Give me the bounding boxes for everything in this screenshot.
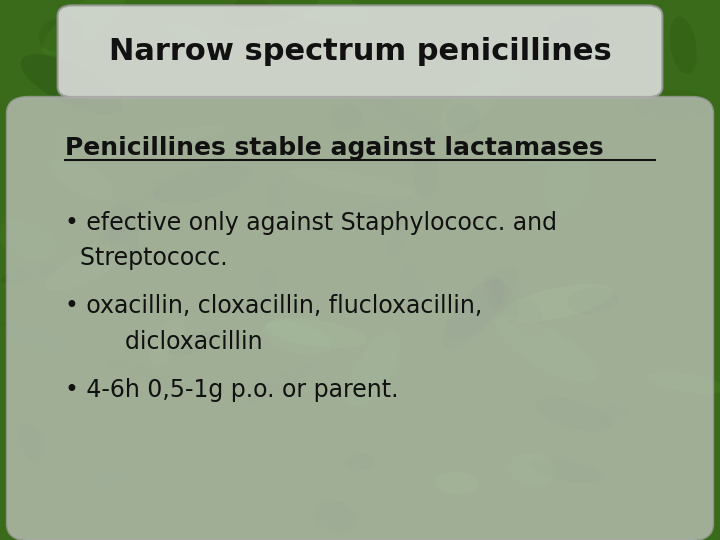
Ellipse shape xyxy=(508,454,556,485)
Ellipse shape xyxy=(346,332,401,407)
Ellipse shape xyxy=(502,284,613,322)
Ellipse shape xyxy=(297,198,412,234)
Ellipse shape xyxy=(154,164,251,204)
Ellipse shape xyxy=(116,126,225,148)
Ellipse shape xyxy=(634,90,710,122)
Ellipse shape xyxy=(167,331,222,355)
Ellipse shape xyxy=(55,122,75,178)
Ellipse shape xyxy=(19,423,44,461)
Ellipse shape xyxy=(495,315,597,382)
Ellipse shape xyxy=(647,373,720,394)
Ellipse shape xyxy=(567,287,618,314)
Ellipse shape xyxy=(536,397,612,432)
Ellipse shape xyxy=(38,17,84,52)
Ellipse shape xyxy=(291,168,413,196)
Ellipse shape xyxy=(76,86,135,104)
Ellipse shape xyxy=(105,9,140,72)
Text: • oxacillin, cloxacillin, flucloxacillin,
        dicloxacillin: • oxacillin, cloxacillin, flucloxacillin… xyxy=(65,294,482,354)
Ellipse shape xyxy=(525,141,596,165)
Ellipse shape xyxy=(600,402,629,426)
Ellipse shape xyxy=(257,0,369,25)
Ellipse shape xyxy=(1,263,60,284)
Ellipse shape xyxy=(265,318,366,348)
FancyBboxPatch shape xyxy=(7,97,713,540)
Ellipse shape xyxy=(398,264,425,305)
Ellipse shape xyxy=(546,15,599,43)
Ellipse shape xyxy=(264,321,330,355)
Ellipse shape xyxy=(267,174,287,215)
Ellipse shape xyxy=(441,80,499,131)
Ellipse shape xyxy=(166,22,212,46)
Ellipse shape xyxy=(480,62,521,89)
Text: • 4-6h 0,5-1g p.o. or parent.: • 4-6h 0,5-1g p.o. or parent. xyxy=(65,378,398,402)
Ellipse shape xyxy=(574,43,616,69)
Ellipse shape xyxy=(107,202,139,267)
Ellipse shape xyxy=(447,268,518,340)
Ellipse shape xyxy=(544,144,589,218)
Ellipse shape xyxy=(492,275,544,338)
Ellipse shape xyxy=(360,95,442,138)
Ellipse shape xyxy=(446,104,480,135)
Ellipse shape xyxy=(435,471,478,494)
Ellipse shape xyxy=(389,216,408,260)
Ellipse shape xyxy=(46,242,129,291)
Ellipse shape xyxy=(331,103,363,131)
FancyBboxPatch shape xyxy=(58,5,662,97)
Ellipse shape xyxy=(42,0,128,56)
Ellipse shape xyxy=(257,268,276,305)
Ellipse shape xyxy=(346,453,375,471)
Ellipse shape xyxy=(52,158,113,200)
Text: • efective only against Staphylococc. and
  Streptococc.: • efective only against Staphylococc. an… xyxy=(65,211,557,270)
Ellipse shape xyxy=(96,470,125,485)
Ellipse shape xyxy=(0,221,57,260)
Ellipse shape xyxy=(106,359,185,390)
Ellipse shape xyxy=(484,275,519,322)
Ellipse shape xyxy=(530,459,602,483)
Ellipse shape xyxy=(21,54,122,114)
Ellipse shape xyxy=(239,362,319,407)
Ellipse shape xyxy=(670,16,697,74)
Ellipse shape xyxy=(315,501,357,532)
Ellipse shape xyxy=(0,322,71,355)
Ellipse shape xyxy=(413,147,438,198)
Ellipse shape xyxy=(223,0,319,29)
Text: Penicillines stable against lactamases: Penicillines stable against lactamases xyxy=(65,137,603,160)
Ellipse shape xyxy=(95,180,163,253)
Text: Narrow spectrum penicillines: Narrow spectrum penicillines xyxy=(109,37,611,66)
Ellipse shape xyxy=(442,279,505,349)
Ellipse shape xyxy=(150,319,184,364)
